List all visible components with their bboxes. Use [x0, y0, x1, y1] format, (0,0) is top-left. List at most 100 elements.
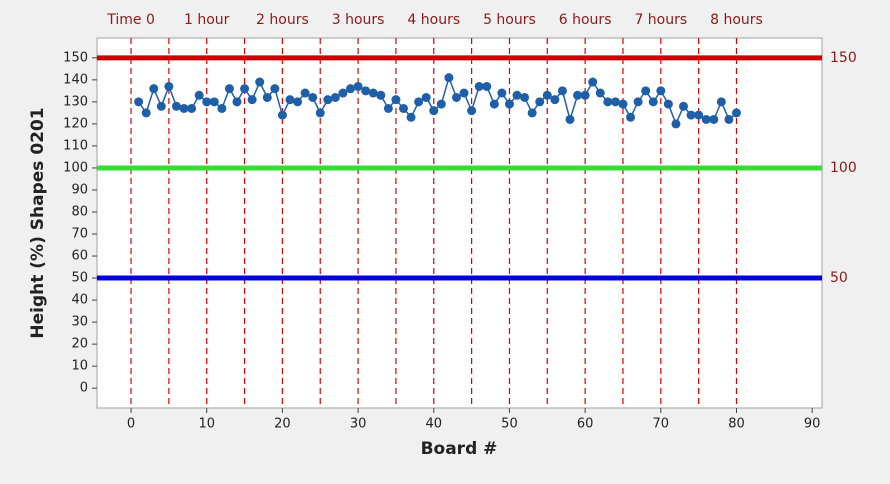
data-point: [694, 110, 704, 120]
data-point: [179, 103, 189, 113]
data-point: [459, 88, 469, 98]
data-point: [398, 103, 408, 113]
data-point: [247, 95, 257, 105]
data-point: [716, 97, 726, 107]
y-tick-label: 110: [63, 138, 88, 153]
data-point: [588, 77, 598, 87]
data-point: [436, 99, 446, 109]
time-marker-label: 5 hours: [483, 12, 536, 28]
data-point: [535, 97, 545, 107]
y-tick-label: 120: [63, 116, 88, 131]
data-point: [603, 97, 613, 107]
data-point: [376, 90, 386, 100]
data-point: [368, 88, 378, 98]
data-point: [346, 84, 356, 94]
data-point: [194, 90, 204, 100]
data-point: [141, 108, 151, 118]
data-point: [164, 81, 174, 91]
data-point: [308, 92, 318, 102]
y-tick-label: 20: [71, 337, 88, 352]
y-tick-label: 100: [63, 160, 88, 175]
x-tick-label: 90: [804, 417, 821, 432]
data-point: [610, 97, 620, 107]
data-point: [293, 97, 303, 107]
y-tick-label: 90: [71, 182, 88, 197]
data-point: [618, 99, 628, 109]
data-point: [709, 114, 719, 124]
data-point: [565, 114, 575, 124]
data-point: [701, 114, 711, 124]
data-point: [285, 95, 295, 105]
y-tick-label: 80: [71, 204, 88, 219]
x-tick-label: 50: [501, 417, 518, 432]
data-point: [520, 92, 530, 102]
data-point: [451, 92, 461, 102]
data-point: [527, 108, 537, 118]
y-tick-label: 150: [63, 50, 88, 65]
time-marker-label: 8 hours: [710, 12, 763, 28]
data-point: [474, 81, 484, 91]
x-tick-label: 20: [274, 417, 291, 432]
data-point: [262, 92, 272, 102]
data-point: [300, 88, 310, 98]
data-point: [330, 92, 340, 102]
data-point: [232, 97, 242, 107]
data-point: [270, 84, 280, 94]
data-point: [383, 103, 393, 113]
data-point: [656, 86, 666, 96]
x-tick-label: 40: [425, 417, 442, 432]
data-point: [671, 119, 681, 129]
data-point: [724, 114, 734, 124]
data-point: [255, 77, 265, 87]
data-point: [504, 99, 514, 109]
x-tick-label: 70: [653, 417, 670, 432]
data-point: [202, 97, 212, 107]
y-tick-label: 30: [71, 315, 88, 330]
reference-label: 150: [830, 50, 857, 66]
data-point: [482, 81, 492, 91]
plot-area: [96, 37, 823, 409]
data-point: [171, 101, 181, 111]
time-marker-label: 6 hours: [559, 12, 612, 28]
x-tick-label: 30: [350, 417, 367, 432]
data-point: [467, 106, 477, 116]
data-point: [391, 95, 401, 105]
data-point: [557, 86, 567, 96]
data-point: [406, 112, 416, 122]
y-tick-label: 0: [80, 381, 88, 396]
data-point: [550, 95, 560, 105]
y-tick-label: 130: [63, 94, 88, 109]
y-axis-label: Height (%) Shapes 0201: [28, 107, 48, 338]
x-tick-label: 60: [577, 417, 594, 432]
data-point: [414, 97, 424, 107]
data-point: [686, 110, 696, 120]
data-point: [489, 99, 499, 109]
x-tick-label: 80: [728, 417, 745, 432]
time-marker-label: 1 hour: [184, 12, 230, 28]
data-point: [542, 90, 552, 100]
data-point: [338, 88, 348, 98]
data-point: [512, 90, 522, 100]
data-point: [323, 95, 333, 105]
data-point: [361, 86, 371, 96]
data-point: [580, 90, 590, 100]
time-marker-label: Time 0: [106, 12, 155, 28]
data-point: [595, 88, 605, 98]
y-tick-label: 60: [71, 249, 88, 264]
data-point: [429, 106, 439, 116]
data-point: [663, 99, 673, 109]
data-point: [209, 97, 219, 107]
time-marker-label: 3 hours: [332, 12, 385, 28]
y-tick-label: 40: [71, 293, 88, 308]
data-point: [444, 73, 454, 83]
x-axis-label: Board #: [421, 439, 498, 459]
data-point: [626, 112, 636, 122]
x-tick-label: 0: [127, 417, 135, 432]
data-point: [315, 108, 325, 118]
data-point: [573, 90, 583, 100]
time-marker-label: 2 hours: [256, 12, 309, 28]
data-point: [217, 103, 227, 113]
data-point: [353, 81, 363, 91]
data-point: [240, 84, 250, 94]
